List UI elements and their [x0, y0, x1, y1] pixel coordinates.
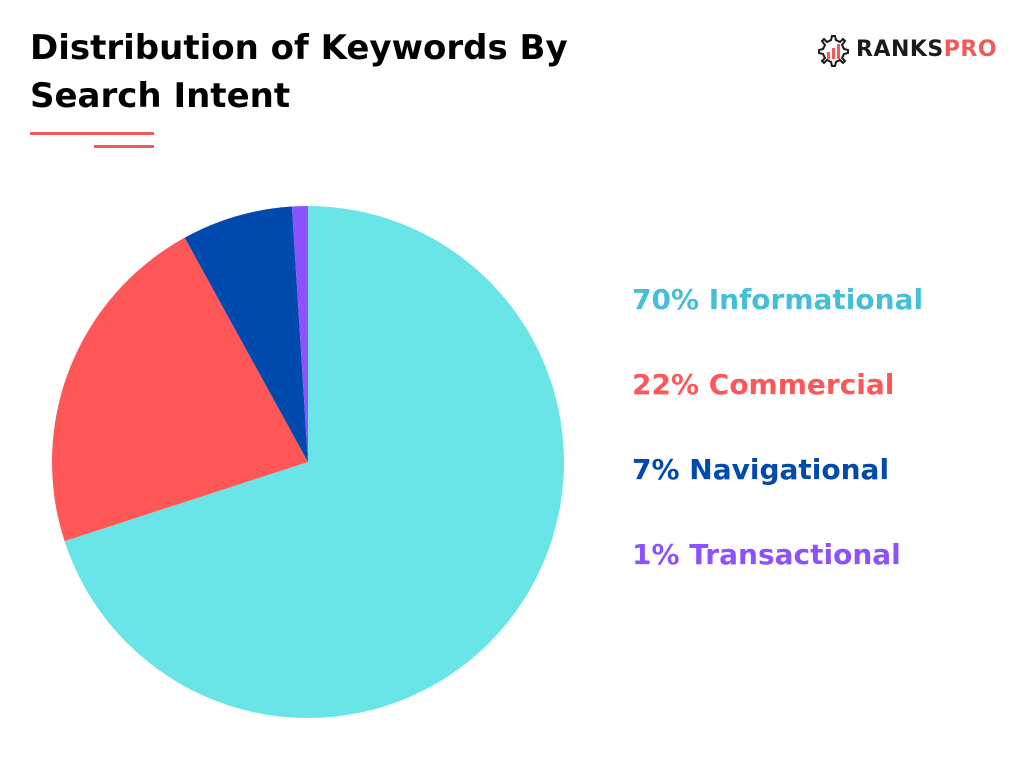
pie-slice-transactional	[291, 206, 308, 462]
pie-slice-commercial	[51, 237, 308, 542]
title-underline-short	[94, 145, 154, 148]
page-title-line-2: Search Intent	[30, 76, 291, 116]
brand-name-part-2: PRO	[943, 37, 998, 62]
page-title-line-1: Distribution of Keywords By	[30, 28, 568, 68]
legend-item-transactional: 1% Transactional	[632, 538, 901, 571]
page-title: Distribution of Keywords By Search Inten…	[30, 24, 630, 120]
legend-item-commercial: 22% Commercial	[632, 368, 895, 401]
brand-logo: RANKSPRO	[814, 32, 997, 68]
pie-chart	[51, 206, 564, 718]
gear-chart-icon	[818, 35, 849, 67]
pie-slice-navigational	[184, 206, 308, 462]
chart-legend: 70% Informational 22% Commercial 7% Naviga…	[632, 280, 923, 620]
legend-item-navigational: 7% Navigational	[632, 453, 890, 486]
title-underline-long	[30, 132, 154, 135]
legend-item-informational: 70% Informational	[632, 283, 924, 316]
brand-name: RANKSPRO	[856, 32, 997, 68]
pie-slice-informational	[64, 206, 564, 718]
brand-name-part-1: RANKS	[856, 37, 944, 62]
